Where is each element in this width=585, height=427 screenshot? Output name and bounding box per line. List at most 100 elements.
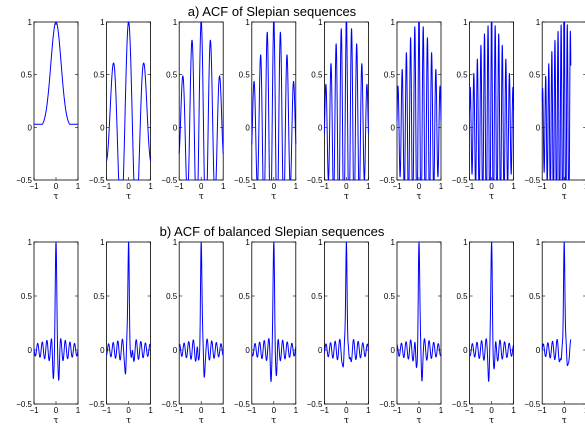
y-tick-label: 0 [100, 123, 105, 132]
panels-container: −0.5 0 0.5 1 −1 0 1 τ −0.5 0 0.5 1 −1 0 1 τ −0.5 0 0.5 1 −1 0… [16, 18, 585, 426]
x-tick-label: 1 [584, 406, 585, 415]
y-tick-label: 1 [463, 238, 468, 247]
y-tick-label: −0.5 [452, 176, 468, 185]
y-tick-label: −0.5 [524, 400, 540, 409]
acf-series-line [323, 21, 369, 181]
x-axis-label: τ [417, 416, 422, 426]
row-b-title: b) ACF of balanced Slepian sequences [160, 224, 385, 239]
x-tick-label: 1 [511, 406, 516, 415]
acf-series-line [396, 241, 442, 382]
y-tick-label: 0 [536, 123, 541, 132]
y-tick-label: 0.5 [21, 292, 33, 301]
x-tick-label: 1 [366, 406, 371, 415]
y-tick-label: 0.5 [239, 292, 251, 301]
y-tick-label: 0.5 [21, 71, 33, 80]
y-tick-label: −0.5 [161, 400, 177, 409]
acf-series-line [178, 241, 224, 378]
axes-frame [106, 21, 151, 181]
y-tick-label: 1 [245, 238, 250, 247]
x-axis-label: τ [126, 192, 131, 202]
y-tick-label: 0 [536, 346, 541, 355]
acf-series-line [323, 241, 369, 368]
y-tick-label: 0 [245, 346, 250, 355]
y-tick-label: 1 [536, 18, 541, 27]
acf-series-line [251, 241, 297, 383]
y-tick-label: 0 [28, 123, 33, 132]
y-tick-label: 0.5 [166, 292, 178, 301]
x-tick-label: 0 [272, 406, 277, 415]
axes-frame [396, 241, 442, 405]
y-tick-label: 0 [28, 346, 33, 355]
y-tick-label: 0 [100, 346, 105, 355]
acf-series-line [469, 241, 515, 382]
panel-b-3: −0.5 0 0.5 1 −1 0 1 τ [234, 238, 299, 426]
x-tick-label: 1 [439, 406, 444, 415]
y-tick-label: 0.5 [529, 292, 541, 301]
panel-b-6: −0.5 0 0.5 1 −1 0 1 τ [452, 238, 517, 426]
y-tick-label: 1 [100, 18, 105, 27]
acf-series-line [33, 21, 79, 125]
x-axis-label: τ [199, 416, 204, 426]
y-tick-label: −0.5 [379, 176, 395, 185]
x-tick-label: −1 [175, 406, 185, 415]
y-tick-label: 0.5 [166, 71, 178, 80]
y-tick-label: 0.5 [93, 71, 105, 80]
x-tick-label: 1 [294, 406, 299, 415]
y-tick-label: 1 [391, 238, 396, 247]
x-tick-label: 0 [199, 406, 204, 415]
x-tick-label: −1 [29, 406, 39, 415]
y-tick-label: 0.5 [456, 292, 468, 301]
panel-b-1: −0.5 0 0.5 1 −1 0 1 τ [89, 238, 154, 426]
y-tick-label: 0 [318, 123, 323, 132]
y-tick-label: −0.5 [89, 176, 105, 185]
x-axis-label: τ [344, 192, 349, 202]
x-tick-label: 0 [54, 182, 59, 191]
y-tick-label: 0.5 [384, 71, 396, 80]
x-tick-label: 0 [489, 182, 494, 191]
x-tick-label: 1 [584, 182, 585, 191]
x-axis-label: τ [489, 192, 494, 202]
y-tick-label: −0.5 [234, 176, 250, 185]
x-axis-label: τ [199, 192, 204, 202]
panel-b-2: −0.5 0 0.5 1 −1 0 1 τ [161, 238, 226, 426]
acf-series-line [178, 21, 224, 181]
x-axis-label: τ [54, 192, 59, 202]
y-tick-label: −0.5 [16, 176, 32, 185]
acf-series-line [541, 241, 572, 367]
x-axis-label: τ [562, 416, 567, 426]
axes-frame [469, 241, 515, 405]
x-tick-label: 0 [562, 182, 567, 191]
y-tick-label: 1 [173, 238, 178, 247]
panel-b-5: −0.5 0 0.5 1 −1 0 1 τ [379, 238, 444, 426]
x-tick-label: 0 [272, 182, 277, 191]
acf-series-line [106, 21, 152, 181]
y-tick-label: 1 [28, 238, 33, 247]
x-tick-label: −1 [175, 182, 185, 191]
x-axis-label: τ [562, 192, 567, 202]
acf-series-line [106, 241, 152, 375]
acf-series-line [469, 21, 515, 181]
x-tick-label: −1 [538, 406, 548, 415]
x-tick-label: 0 [562, 406, 567, 415]
y-tick-label: 1 [245, 18, 250, 27]
panel-a-4: −0.5 0 0.5 1 −1 0 1 τ [307, 18, 372, 202]
x-tick-label: 0 [126, 182, 131, 191]
y-tick-label: 1 [536, 238, 541, 247]
panel-a-3: −0.5 0 0.5 1 −1 0 1 τ [234, 18, 299, 202]
x-tick-label: −1 [538, 182, 548, 191]
y-tick-label: −0.5 [524, 176, 540, 185]
x-tick-label: −1 [320, 182, 330, 191]
axes-frame [251, 241, 297, 405]
y-tick-label: 1 [391, 18, 396, 27]
y-tick-label: 1 [28, 18, 33, 27]
y-tick-label: −0.5 [379, 400, 395, 409]
x-tick-label: 0 [199, 182, 204, 191]
y-tick-label: 0 [173, 346, 178, 355]
y-tick-label: 1 [318, 18, 323, 27]
panel-a-0: −0.5 0 0.5 1 −1 0 1 τ [16, 18, 81, 202]
y-tick-label: −0.5 [307, 176, 323, 185]
x-tick-label: −1 [29, 182, 39, 191]
y-tick-label: 0 [318, 346, 323, 355]
x-tick-label: 1 [76, 406, 81, 415]
